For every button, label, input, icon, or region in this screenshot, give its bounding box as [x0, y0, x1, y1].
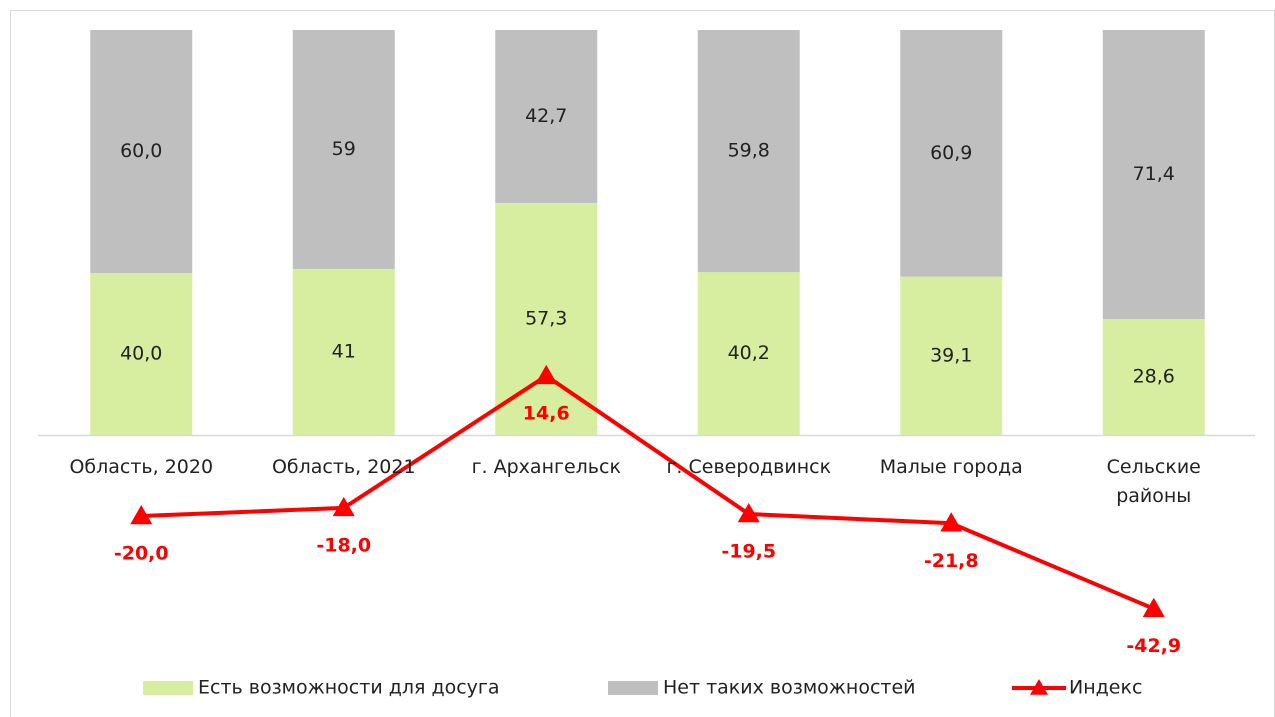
line-data-label: 14,6 — [523, 402, 570, 424]
bar-segment — [292, 30, 395, 269]
data-label: 42,7 — [525, 105, 567, 127]
line-marker — [940, 512, 963, 532]
legend-swatch — [608, 681, 658, 695]
line-data-label: -21,8 — [924, 550, 979, 572]
data-label: 60,9 — [930, 142, 972, 164]
bar-segment — [900, 30, 1003, 277]
bar-segment — [697, 272, 800, 435]
x-tick-label: г. Северодвинск — [666, 456, 832, 478]
bar-segment — [1102, 319, 1205, 435]
x-tick-label: г. Архангельск — [471, 456, 621, 478]
line-marker — [130, 505, 153, 525]
data-label: 28,6 — [1133, 366, 1175, 388]
legend-swatch — [143, 681, 193, 695]
line-marker — [1142, 597, 1165, 617]
bar-segment — [90, 273, 193, 435]
data-label: 57,3 — [525, 307, 567, 329]
x-tick-label: Область, 2020 — [69, 456, 214, 478]
legend-label: Индекс — [1069, 677, 1142, 699]
line-marker — [332, 496, 355, 517]
line-marker — [737, 502, 760, 523]
line-data-label: -18,0 — [316, 534, 371, 556]
bar-segment — [90, 30, 193, 273]
chart-frame — [10, 10, 1275, 717]
data-label: 71,4 — [1133, 163, 1175, 185]
bar-segment — [900, 276, 1003, 435]
x-tick-label: Сельские районы — [1106, 456, 1201, 507]
index-line — [141, 373, 1155, 611]
data-label: 40,0 — [120, 343, 162, 365]
line-marker — [535, 364, 558, 385]
data-label: 59,8 — [728, 140, 770, 162]
bar-segment — [697, 30, 800, 273]
bar-segment — [495, 30, 598, 203]
bar-segment — [1102, 30, 1205, 320]
data-label: 60,0 — [120, 140, 162, 162]
legend-label: Нет таких возможностей — [663, 677, 916, 699]
line-data-label: -20,0 — [114, 543, 169, 565]
data-label: 59 — [332, 138, 356, 160]
legend-label: Есть возможности для досуга — [198, 677, 500, 699]
x-tick-label: Область, 2021 — [271, 456, 416, 478]
data-label: 41 — [332, 340, 356, 362]
line-data-label: -19,5 — [721, 540, 776, 562]
bar-segment — [292, 268, 395, 435]
legend-marker — [1030, 679, 1048, 695]
x-tick-label: Малые города — [879, 456, 1023, 478]
line-data-label: -42,9 — [1126, 635, 1181, 657]
data-label: 40,2 — [728, 342, 770, 364]
data-label: 39,1 — [930, 344, 972, 366]
